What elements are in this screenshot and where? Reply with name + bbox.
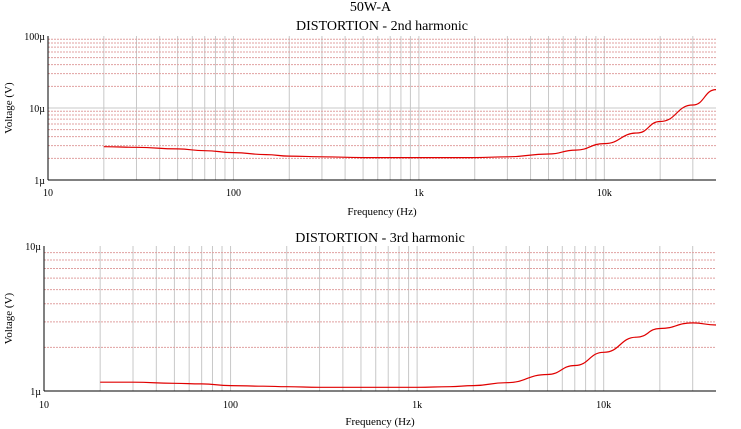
series-line	[100, 322, 717, 388]
grid	[44, 246, 716, 391]
chart-title: DISTORTION - 3rd harmonic	[295, 231, 465, 246]
y-axis-label: Voltage (V)	[3, 292, 15, 344]
x-tick-label: 10k	[597, 188, 612, 199]
x-tick-label: 100	[226, 188, 241, 199]
y-tick-label: 100µ	[24, 32, 45, 43]
grid	[48, 36, 716, 180]
y-tick-label: 10µ	[29, 104, 45, 115]
x-tick-label: 10k	[596, 400, 611, 411]
x-tick-label: 1k	[412, 400, 422, 411]
y-tick-label: 1µ	[34, 176, 45, 187]
y-axis-label: Voltage (V)	[3, 82, 15, 134]
chart-3rd-harmonic: DISTORTION - 3rd harmonic 10 100 1k 10k 1µ 10µ…	[3, 231, 717, 428]
chart-title: DISTORTION - 2nd harmonic	[296, 19, 468, 34]
y-tick-label: 10µ	[25, 242, 41, 253]
x-tick-label: 100	[223, 400, 238, 411]
x-tick-label: 1k	[414, 188, 424, 199]
x-tick-label: 10	[39, 400, 49, 411]
x-tick-label: 10	[43, 188, 53, 199]
x-axis-label: Frequency (Hz)	[347, 206, 417, 218]
page-title: 50W-A	[349, 0, 392, 15]
chart-2nd-harmonic: DISTORTION - 2nd harmonic 10 100 1k 10k 1µ 10µ…	[3, 19, 717, 218]
series-line	[103, 89, 717, 159]
x-axis-label: Frequency (Hz)	[345, 416, 415, 428]
y-tick-label: 1µ	[30, 387, 41, 398]
